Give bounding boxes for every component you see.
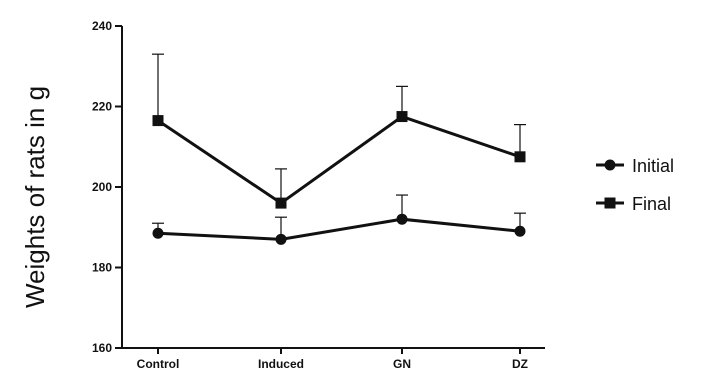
legend-item-initial: Initial [596,156,674,176]
x-tick-label-control: Control [137,357,180,371]
legend-label: Final [632,194,671,214]
legend-label: Initial [632,156,674,176]
x-tick-label-gn: GN [393,357,411,371]
y-tick-label: 220 [92,100,112,114]
legend-marker [604,197,616,209]
series-line-final [157,114,521,205]
y-ticks: 160 180 200 220 240 [92,19,122,355]
series-layer [152,53,526,245]
legend: Initial Final [596,156,674,214]
y-tick-label: 200 [92,180,112,194]
y-tick-label: 160 [92,341,112,355]
data-point [275,233,287,245]
x-axis: Control Induced GN DZ [122,347,545,371]
data-point [275,197,287,209]
series-line-initial [157,217,521,241]
data-point [514,151,526,163]
series-initial [152,194,526,245]
data-point [152,115,164,127]
legend-marker [604,159,616,171]
data-point [396,213,408,225]
y-tick-label: 180 [92,261,112,275]
data-point [396,111,408,123]
x-tick-label-dz: DZ [512,357,528,371]
data-point [514,225,526,237]
y-tick-label: 240 [92,19,112,33]
y-axis-label: Weights of rats in g [20,86,50,308]
x-ticks: Control Induced GN DZ [137,348,528,371]
legend-item-final: Final [596,194,671,214]
x-tick-label-induced: Induced [258,357,304,371]
y-axis: 160 180 200 220 240 [92,19,123,355]
data-point [152,227,164,239]
series-final [152,53,526,209]
